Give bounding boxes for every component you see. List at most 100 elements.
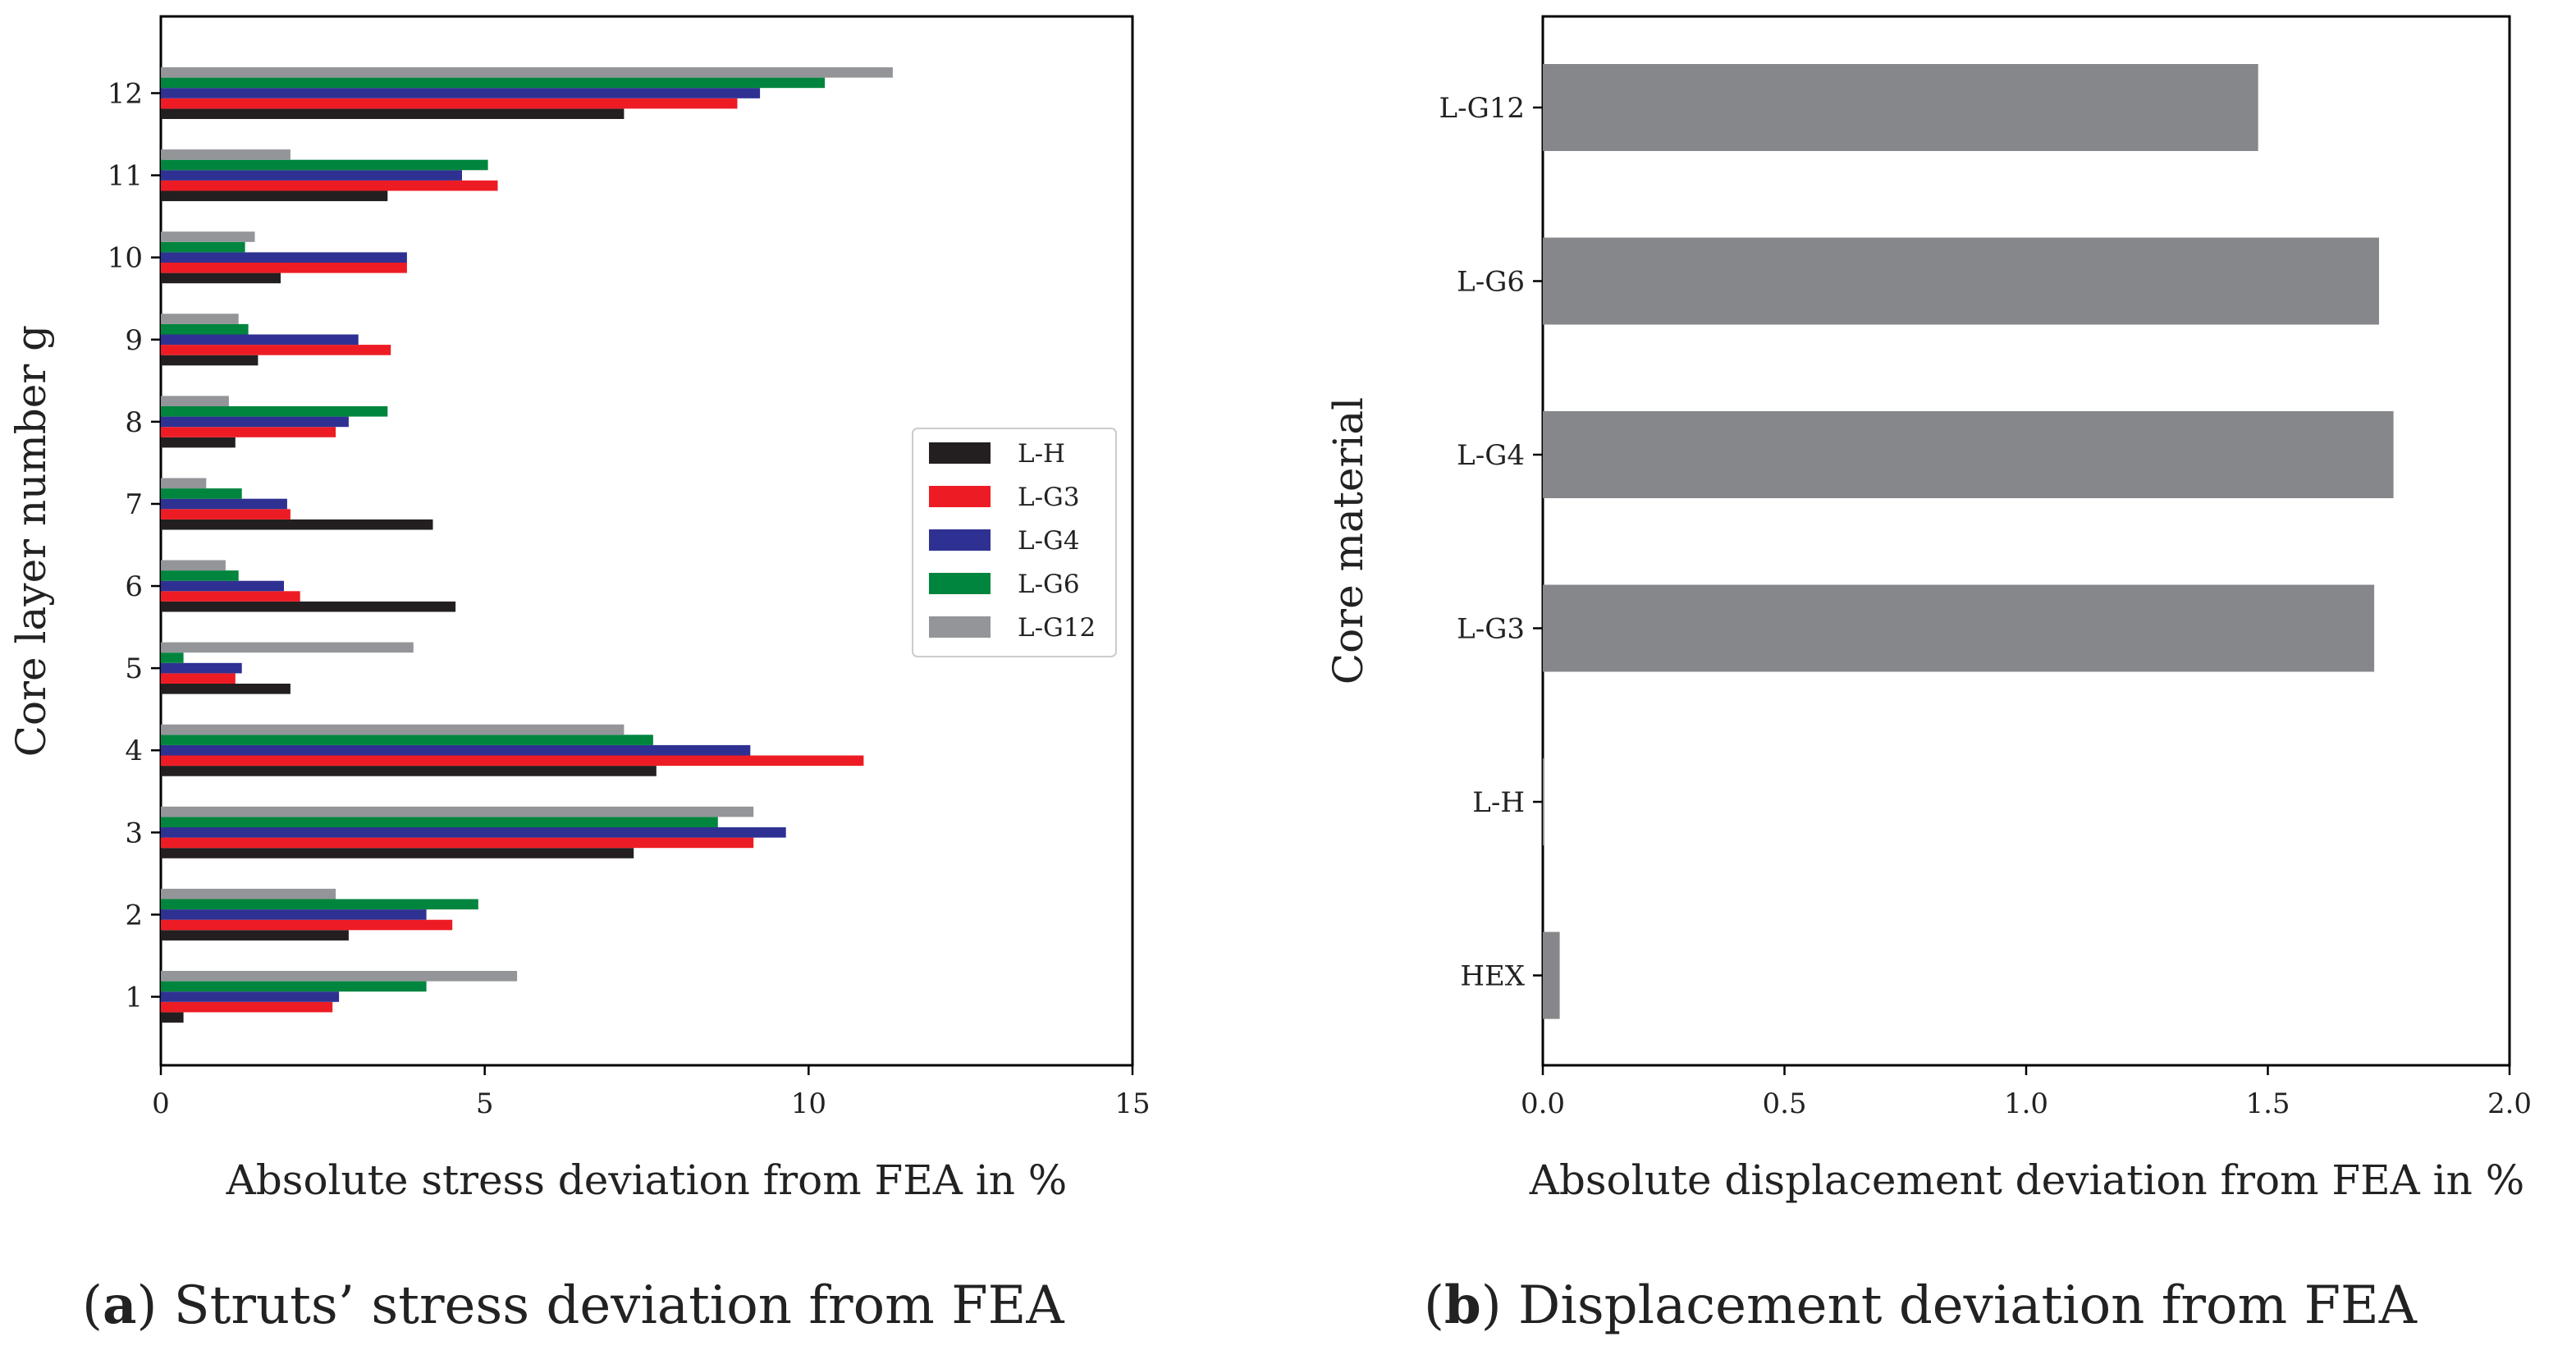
chart-a-x-tick-label: 15 bbox=[1114, 1087, 1150, 1120]
chart-a-bar-L-G4-layer-8 bbox=[161, 416, 349, 428]
chart-a-bar-L-H-layer-7 bbox=[161, 519, 433, 530]
chart-a-caption-letter: a bbox=[103, 1275, 136, 1336]
chart-a-bar-L-G4-layer-2 bbox=[161, 909, 427, 920]
chart-a-bar-L-G4-layer-3 bbox=[161, 827, 786, 838]
chart-b-bar-HEX bbox=[1543, 932, 1560, 1019]
chart-a-bar-L-H-layer-1 bbox=[161, 1012, 184, 1023]
chart-a-bar-L-G3-layer-9 bbox=[161, 345, 391, 355]
chart-b-caption: (b) Displacement deviation from FEA bbox=[1424, 1275, 2418, 1336]
chart-a-bar-L-G3-layer-6 bbox=[161, 591, 300, 602]
chart-a-bar-L-G4-layer-1 bbox=[161, 991, 340, 1002]
chart-a-bar-L-H-layer-11 bbox=[161, 190, 388, 202]
chart-a-x-ticks: 0 5 10 15 bbox=[152, 1065, 1151, 1120]
chart-a-bar-L-G12-layer-10 bbox=[161, 231, 255, 242]
chart-a-bar-L-G4-layer-12 bbox=[161, 88, 761, 98]
chart-a-bar-L-G12-layer-8 bbox=[161, 396, 229, 406]
chart-a-x-axis-label: Absolute stress deviation from FEA in % bbox=[226, 1156, 1068, 1204]
chart-a-x-tick-label: 5 bbox=[476, 1087, 494, 1120]
chart-a-y-tick-label: 12 bbox=[108, 78, 143, 111]
chart-a-bar-L-H-layer-4 bbox=[161, 766, 657, 776]
chart-a-bar-L-G12-layer-9 bbox=[161, 314, 239, 324]
chart-b-y-tick-label: L-G6 bbox=[1457, 266, 1525, 299]
chart-a-bar-L-G12-layer-7 bbox=[161, 478, 207, 489]
chart-b-caption-text: Displacement deviation from FEA bbox=[1518, 1275, 2418, 1336]
chart-a-caption: (a) Struts’ stress deviation from FEA bbox=[82, 1275, 1064, 1336]
chart-b-x-tick-label: 1.0 bbox=[2004, 1087, 2048, 1120]
chart-b-y-tick-label: L-G12 bbox=[1439, 92, 1526, 125]
chart-b-x-tick-label: 1.5 bbox=[2245, 1087, 2290, 1120]
chart-a-y-tick-label: 5 bbox=[125, 652, 143, 685]
chart-a-x-tick-label: 0 bbox=[152, 1087, 170, 1120]
chart-b-y-ticks: HEX L-H L-G3 L-G4 L-G6 L-G12 bbox=[1439, 92, 1543, 993]
chart-a-bar-L-H-layer-3 bbox=[161, 848, 634, 858]
chart-a-bar-L-G3-layer-7 bbox=[161, 509, 291, 520]
chart-a-legend-label-L-G3: L-G3 bbox=[1018, 483, 1080, 512]
chart-b-y-axis-label: Core material bbox=[1325, 397, 1372, 684]
chart-a-bar-L-G3-layer-2 bbox=[161, 919, 453, 931]
chart-a-bar-L-G4-layer-10 bbox=[161, 252, 407, 263]
chart-a-bar-L-G3-layer-5 bbox=[161, 673, 236, 684]
chart-a-y-tick-label: 4 bbox=[125, 735, 143, 767]
chart-a-legend-items: L-H L-G3 L-G4 L-G6 L-G12 bbox=[929, 439, 1096, 643]
chart-a-bar-L-G12-layer-3 bbox=[161, 806, 754, 817]
chart-a-legend-label-L-G6: L-G6 bbox=[1018, 570, 1080, 599]
chart-b-caption-letter: b bbox=[1444, 1275, 1481, 1336]
chart-a-bar-L-G3-layer-12 bbox=[161, 98, 738, 109]
chart-a-bar-L-H-layer-2 bbox=[161, 930, 349, 941]
chart-b-bars bbox=[1543, 64, 2394, 1019]
chart-a-legend-swatch-L-G6 bbox=[929, 573, 991, 594]
chart-a-caption-text: Struts’ stress deviation from FEA bbox=[174, 1275, 1065, 1336]
chart-a-bar-L-G12-layer-11 bbox=[161, 149, 291, 160]
chart-b-x-ticks: 0.0 0.5 1.0 1.5 2.0 bbox=[1521, 1065, 2532, 1120]
chart-b-y-tick-label: L-G3 bbox=[1457, 613, 1525, 646]
chart-a-bar-L-G3-layer-1 bbox=[161, 1001, 333, 1013]
chart-a-x-tick-label: 10 bbox=[791, 1087, 826, 1120]
chart-a-bar-L-G12-layer-6 bbox=[161, 560, 226, 571]
chart-a-bar-L-G6-layer-1 bbox=[161, 981, 427, 992]
chart-a-bar-L-H-layer-5 bbox=[161, 684, 291, 694]
chart-a-bar-L-G6-layer-9 bbox=[161, 323, 249, 335]
chart-a-legend-swatch-L-G12 bbox=[929, 616, 991, 638]
chart-a-bar-L-G6-layer-11 bbox=[161, 159, 488, 171]
chart-a-legend-label-L-G12: L-G12 bbox=[1018, 613, 1096, 643]
chart-a-y-tick-label: 11 bbox=[108, 160, 143, 193]
chart-a-bar-L-G3-layer-3 bbox=[161, 837, 754, 849]
chart-a-bar-L-G3-layer-11 bbox=[161, 180, 498, 191]
chart-a-bar-L-G12-layer-12 bbox=[161, 67, 893, 78]
chart-a-bar-L-G4-layer-11 bbox=[161, 170, 462, 181]
chart-a-bar-L-G6-layer-2 bbox=[161, 899, 478, 910]
chart-a-bar-L-G4-layer-6 bbox=[161, 580, 284, 592]
chart-b-y-tick-label: L-G4 bbox=[1457, 439, 1525, 472]
chart-b-y-tick-label: HEX bbox=[1460, 960, 1525, 993]
chart-a-bar-L-G6-layer-10 bbox=[161, 241, 245, 253]
chart-a-y-tick-label: 8 bbox=[125, 406, 143, 439]
chart-a-bar-L-G6-layer-7 bbox=[161, 488, 242, 499]
chart-a-y-tick-label: 6 bbox=[125, 570, 143, 603]
chart-a-bar-L-G12-layer-2 bbox=[161, 888, 336, 900]
chart-a-bar-L-G6-layer-3 bbox=[161, 817, 718, 827]
chart-b-bar-L-G3 bbox=[1543, 584, 2375, 672]
chart-a-bar-L-H-layer-8 bbox=[161, 437, 236, 448]
chart-a-bar-L-H-layer-10 bbox=[161, 272, 281, 284]
chart-a-bar-L-G6-layer-12 bbox=[161, 77, 826, 89]
chart-b-bar-L-G6 bbox=[1543, 237, 2379, 325]
chart-a-legend-swatch-L-G4 bbox=[929, 529, 991, 551]
chart-a-legend-label-L-G4: L-G4 bbox=[1018, 526, 1080, 556]
chart-a-bar-L-G4-layer-7 bbox=[161, 498, 287, 510]
chart-a-y-tick-label: 1 bbox=[125, 982, 143, 1014]
chart-a-bar-L-H-layer-9 bbox=[161, 355, 259, 366]
chart-b-x-tick-label: 0.0 bbox=[1521, 1087, 1565, 1120]
chart-a-bar-L-G6-layer-6 bbox=[161, 570, 239, 581]
chart-a-bar-L-H-layer-12 bbox=[161, 108, 625, 119]
chart-b-bar-L-H bbox=[1543, 758, 1544, 845]
chart-a-y-tick-label: 3 bbox=[125, 817, 143, 849]
chart-a-legend-box bbox=[912, 428, 1117, 657]
chart-b-plot-frame bbox=[1541, 15, 2511, 1067]
chart-a-bar-L-G6-layer-4 bbox=[161, 735, 653, 745]
chart-a-bar-L-G12-layer-5 bbox=[161, 642, 414, 653]
